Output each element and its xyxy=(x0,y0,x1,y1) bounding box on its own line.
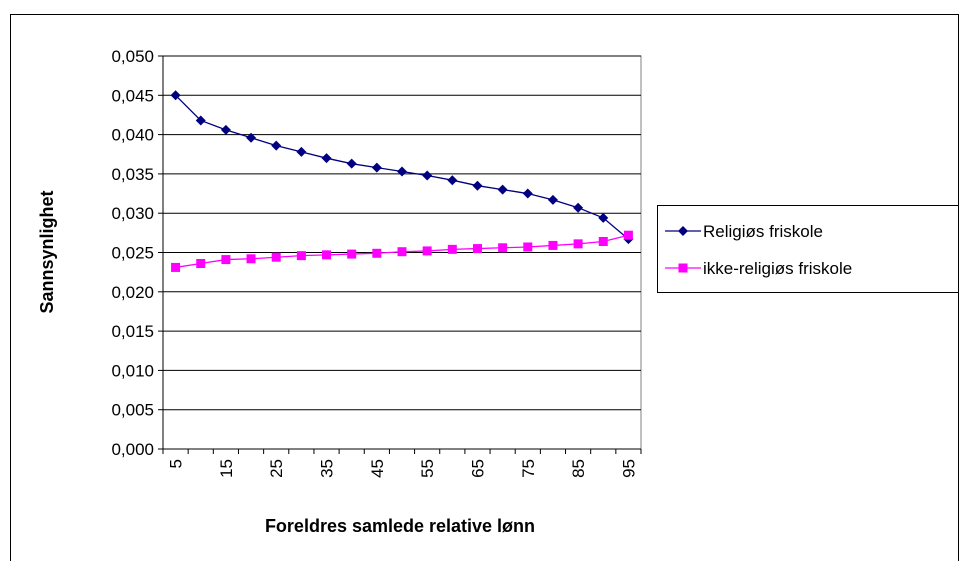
x-tick-label: 85 xyxy=(569,459,588,478)
marker xyxy=(321,153,332,164)
marker xyxy=(447,244,457,254)
x-tick-label: 5 xyxy=(167,459,186,468)
marker xyxy=(422,246,432,256)
marker xyxy=(523,242,533,252)
x-tick-label: 45 xyxy=(368,459,387,478)
marker xyxy=(221,255,231,265)
x-tick-label: 65 xyxy=(468,459,487,478)
marker xyxy=(447,175,458,186)
y-axis-title: Sannsynlighet xyxy=(37,190,57,313)
marker xyxy=(573,239,583,249)
x-tick-label: 25 xyxy=(267,459,286,478)
y-tick-label: 0,025 xyxy=(111,244,154,263)
marker xyxy=(498,243,508,253)
y-tick-label: 0,010 xyxy=(111,361,154,380)
marker xyxy=(573,202,584,213)
marker xyxy=(271,140,282,151)
marker xyxy=(497,184,508,195)
x-tick-label: 95 xyxy=(619,459,638,478)
legend-label: ikke-religiøs friskole xyxy=(703,259,852,278)
x-tick-label: 55 xyxy=(418,459,437,478)
marker xyxy=(397,247,407,257)
marker xyxy=(547,194,558,205)
marker xyxy=(246,132,257,143)
marker xyxy=(371,162,382,173)
marker xyxy=(372,248,382,258)
y-tick-label: 0,005 xyxy=(111,401,154,420)
marker xyxy=(296,146,307,157)
y-tick-label: 0,050 xyxy=(111,47,154,66)
marker xyxy=(171,262,181,272)
marker xyxy=(296,251,306,261)
y-tick-label: 0,020 xyxy=(111,283,154,302)
x-tick-label: 75 xyxy=(519,459,538,478)
marker xyxy=(422,170,433,181)
marker xyxy=(548,240,558,250)
marker xyxy=(246,254,256,264)
y-tick-label: 0,035 xyxy=(111,165,154,184)
marker xyxy=(346,158,357,169)
marker xyxy=(322,250,332,260)
marker xyxy=(170,90,181,101)
y-tick-label: 0,015 xyxy=(111,322,154,341)
legend xyxy=(657,205,959,293)
legend-label: Religiøs friskole xyxy=(703,222,823,241)
marker xyxy=(472,180,483,191)
x-tick-label: 15 xyxy=(217,459,236,478)
marker xyxy=(522,188,533,199)
x-axis-title: Foreldres samlede relative lønn xyxy=(265,516,535,536)
marker xyxy=(598,236,608,246)
marker xyxy=(598,212,609,223)
x-tick-label: 35 xyxy=(318,459,337,478)
y-tick-label: 0,040 xyxy=(111,126,154,145)
marker xyxy=(195,115,206,126)
marker xyxy=(678,226,688,236)
marker xyxy=(220,124,231,135)
marker xyxy=(472,244,482,254)
marker xyxy=(271,252,281,262)
marker xyxy=(196,259,206,269)
marker xyxy=(397,166,407,177)
y-tick-label: 0,030 xyxy=(111,204,154,223)
marker xyxy=(678,263,688,273)
y-tick-label: 0,045 xyxy=(111,86,154,105)
marker xyxy=(347,249,357,259)
marker xyxy=(623,230,633,240)
y-tick-label: 0,000 xyxy=(111,440,154,459)
